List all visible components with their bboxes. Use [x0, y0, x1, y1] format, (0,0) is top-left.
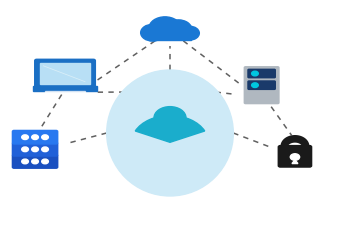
- FancyBboxPatch shape: [33, 86, 97, 91]
- Circle shape: [42, 147, 48, 152]
- Circle shape: [22, 135, 29, 139]
- Circle shape: [141, 24, 165, 41]
- FancyBboxPatch shape: [40, 63, 90, 84]
- FancyBboxPatch shape: [149, 31, 191, 40]
- Circle shape: [42, 135, 48, 139]
- Polygon shape: [292, 160, 298, 164]
- Circle shape: [252, 83, 258, 88]
- Circle shape: [32, 135, 38, 139]
- Circle shape: [42, 159, 48, 164]
- FancyBboxPatch shape: [12, 143, 58, 156]
- Circle shape: [22, 159, 29, 164]
- Circle shape: [252, 71, 258, 76]
- Circle shape: [165, 20, 192, 39]
- Circle shape: [179, 26, 199, 40]
- FancyBboxPatch shape: [248, 81, 275, 89]
- FancyBboxPatch shape: [244, 67, 279, 104]
- FancyBboxPatch shape: [45, 90, 85, 93]
- FancyBboxPatch shape: [248, 69, 275, 78]
- FancyBboxPatch shape: [278, 146, 311, 167]
- Circle shape: [22, 147, 29, 152]
- Circle shape: [154, 107, 186, 129]
- Circle shape: [149, 17, 181, 39]
- FancyBboxPatch shape: [35, 59, 95, 88]
- Ellipse shape: [107, 70, 233, 196]
- Wedge shape: [135, 115, 205, 142]
- Circle shape: [290, 154, 300, 160]
- FancyBboxPatch shape: [12, 130, 58, 144]
- FancyBboxPatch shape: [12, 155, 58, 168]
- Circle shape: [32, 159, 38, 164]
- Circle shape: [32, 147, 38, 152]
